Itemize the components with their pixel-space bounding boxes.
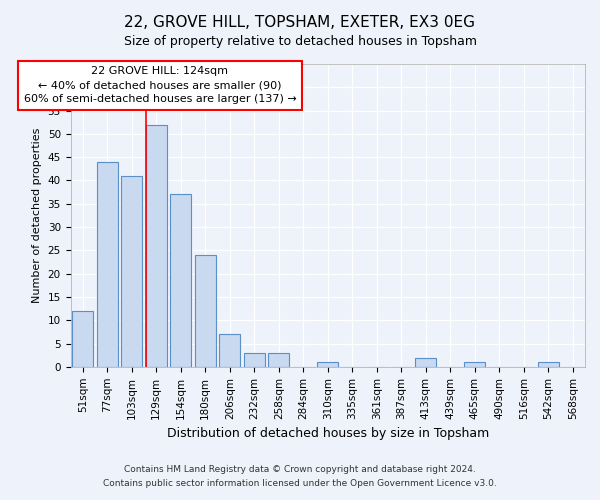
Bar: [170, 194, 191, 367]
Bar: [73, 311, 93, 367]
X-axis label: Distribution of detached houses by size in Topsham: Distribution of detached houses by size …: [167, 427, 489, 440]
Bar: [415, 358, 436, 367]
Text: 22, GROVE HILL, TOPSHAM, EXETER, EX3 0EG: 22, GROVE HILL, TOPSHAM, EXETER, EX3 0EG: [125, 15, 476, 30]
Bar: [220, 334, 240, 367]
Bar: [538, 362, 559, 367]
Bar: [464, 362, 485, 367]
Text: Size of property relative to detached houses in Topsham: Size of property relative to detached ho…: [124, 35, 476, 48]
Bar: [146, 124, 167, 367]
Bar: [195, 255, 216, 367]
Y-axis label: Number of detached properties: Number of detached properties: [32, 128, 42, 303]
Text: Contains HM Land Registry data © Crown copyright and database right 2024.
Contai: Contains HM Land Registry data © Crown c…: [103, 466, 497, 487]
Bar: [317, 362, 338, 367]
Bar: [97, 162, 118, 367]
Bar: [244, 353, 265, 367]
Bar: [121, 176, 142, 367]
Text: 22 GROVE HILL: 124sqm
← 40% of detached houses are smaller (90)
60% of semi-deta: 22 GROVE HILL: 124sqm ← 40% of detached …: [23, 66, 296, 104]
Bar: [268, 353, 289, 367]
